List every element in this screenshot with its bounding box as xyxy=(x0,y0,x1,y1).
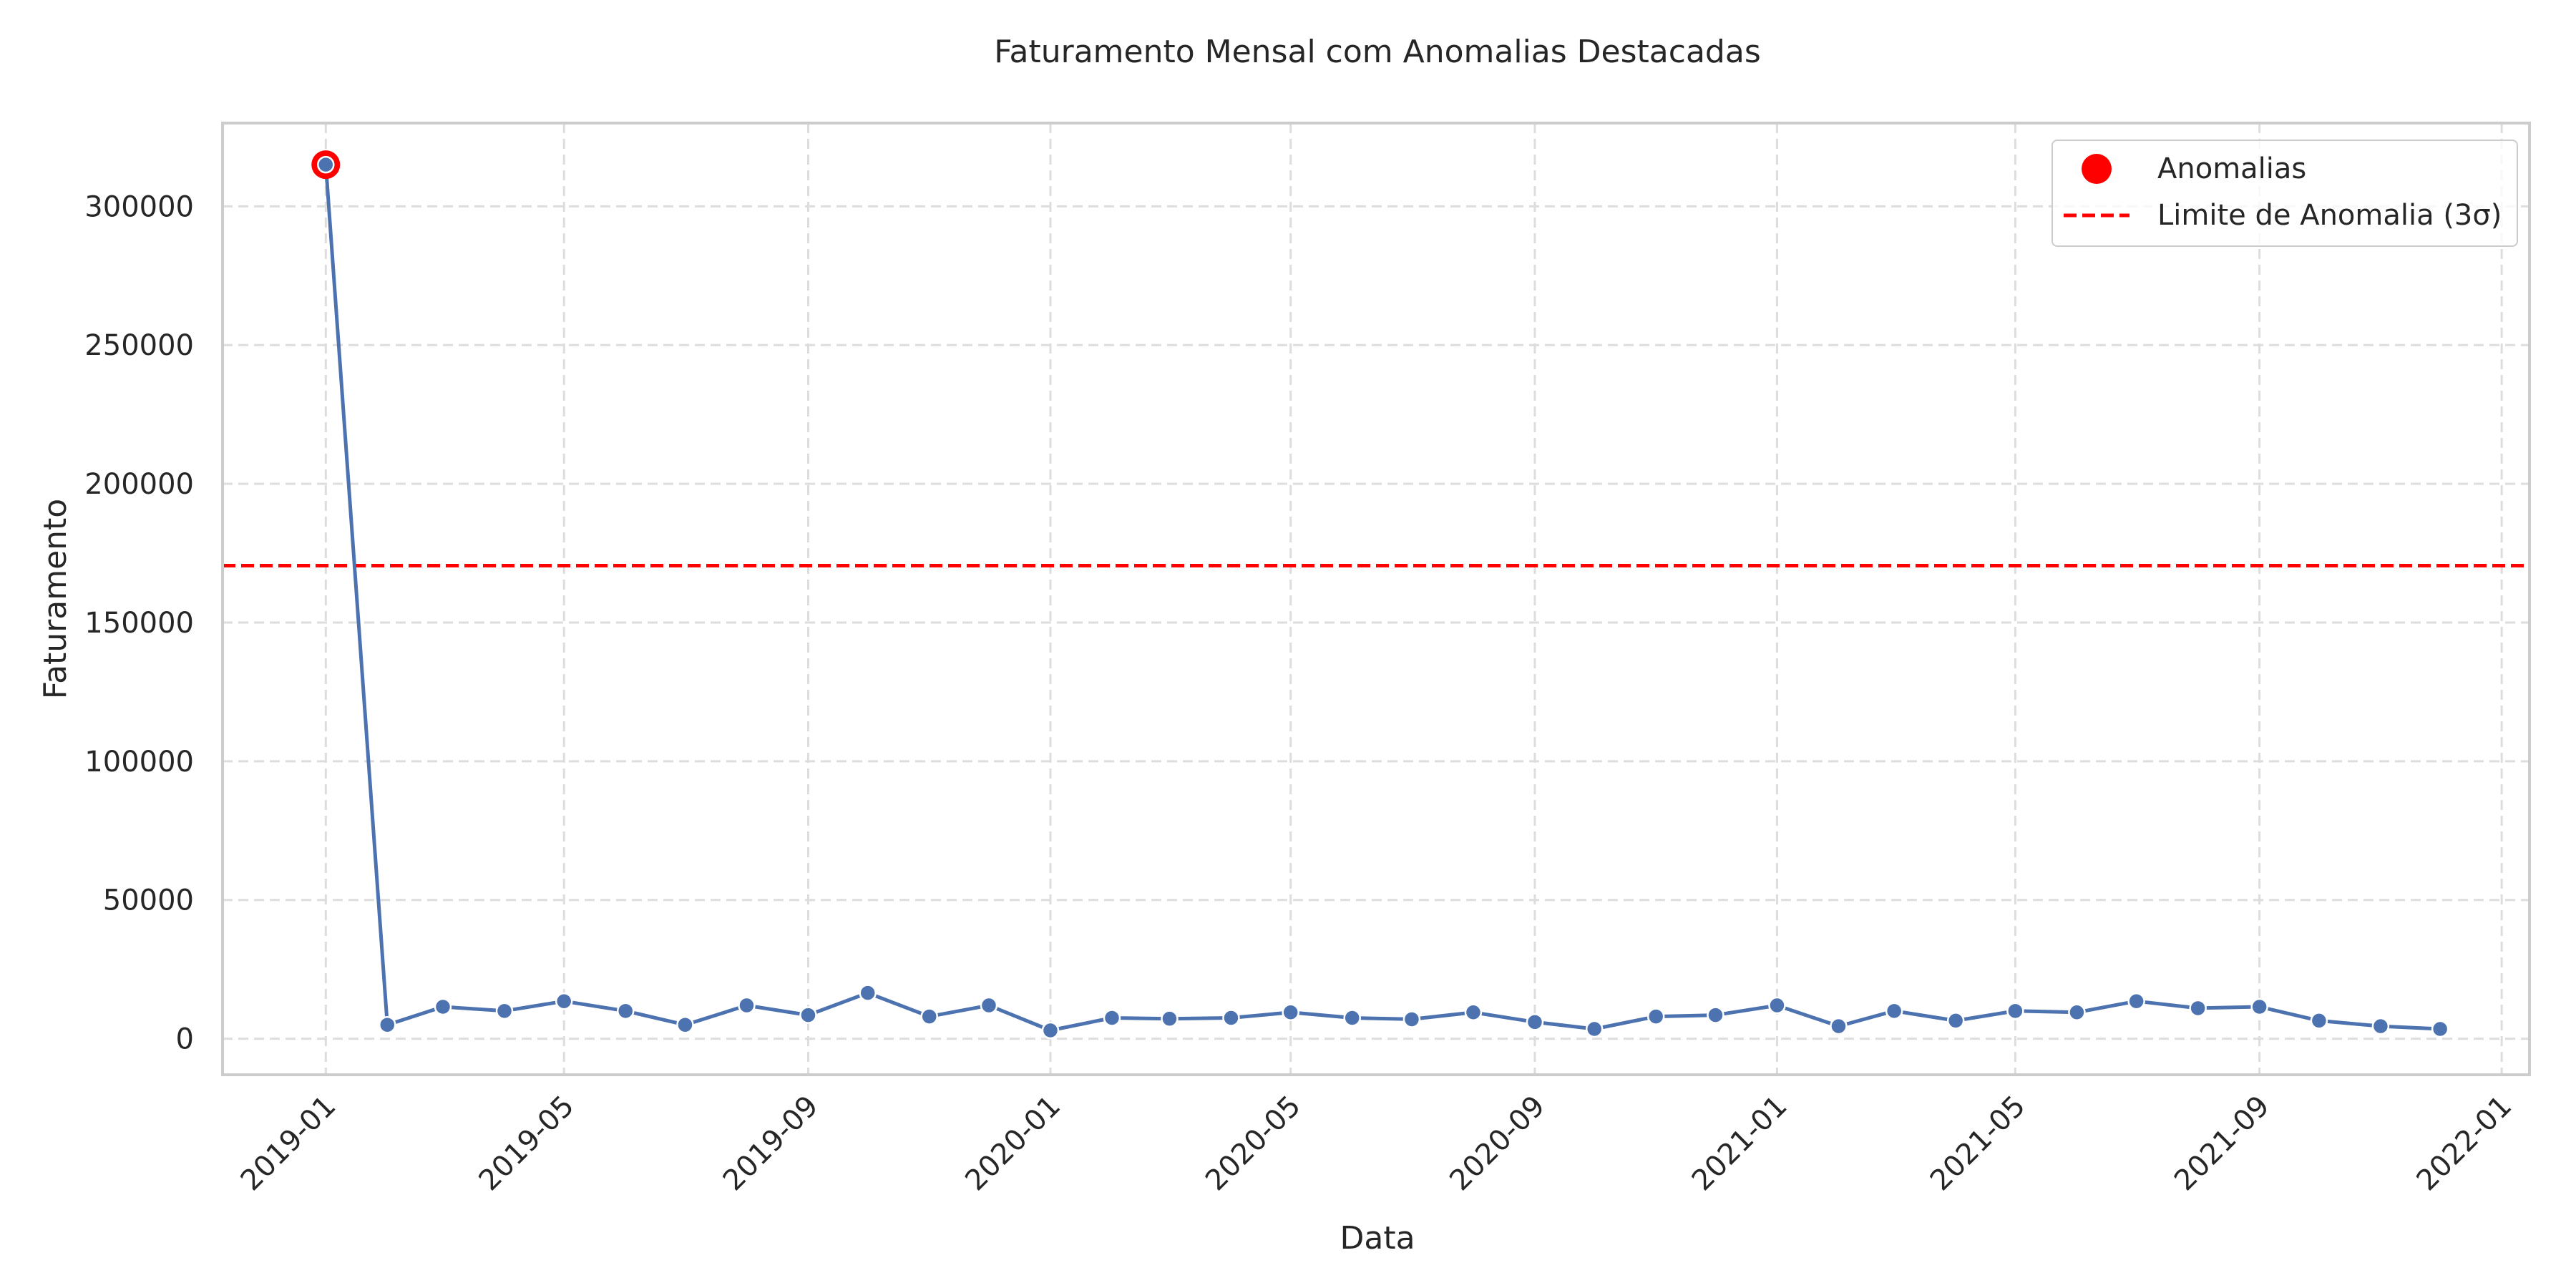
y-tick-label: 50000 xyxy=(103,884,194,917)
y-tick-label: 300000 xyxy=(84,190,194,223)
data-point xyxy=(799,1006,817,1024)
legend-threshold-label: Limite de Anomalia (3σ) xyxy=(2157,199,2502,232)
data-point xyxy=(1768,996,1786,1015)
data-point xyxy=(859,984,877,1002)
data-point xyxy=(616,1002,635,1020)
data-point xyxy=(2068,1003,2086,1022)
legend-anomaly-marker xyxy=(2082,154,2112,184)
y-axis-label: Faturamento xyxy=(37,499,74,699)
data-point xyxy=(2431,1020,2449,1038)
chart-title: Faturamento Mensal com Anomalias Destaca… xyxy=(994,34,1761,70)
data-point xyxy=(1585,1020,1604,1038)
data-point xyxy=(1885,1002,1903,1020)
data-point xyxy=(1830,1017,1848,1035)
data-point xyxy=(555,992,573,1010)
data-point xyxy=(980,996,998,1015)
data-point xyxy=(1946,1012,1965,1030)
data-point xyxy=(1103,1009,1121,1027)
grid xyxy=(223,123,2529,1075)
y-tick-label: 0 xyxy=(176,1023,194,1056)
anomaly-layer xyxy=(311,150,341,180)
y-tick-label: 200000 xyxy=(84,468,194,501)
data-point xyxy=(434,997,452,1016)
y-tick-label: 150000 xyxy=(84,607,194,640)
data-point xyxy=(1707,1006,1724,1024)
data-point xyxy=(1343,1009,1361,1027)
data-point xyxy=(920,1008,938,1025)
data-point xyxy=(2371,1017,2390,1035)
y-axis-ticks: 0 50000 100000 150000 200000 250000 300000 xyxy=(84,190,194,1055)
data-point xyxy=(1464,1003,1483,1022)
data-point xyxy=(495,1002,514,1020)
data-point xyxy=(676,1015,694,1034)
anomaly-data-point xyxy=(317,155,335,174)
data-point xyxy=(1222,1009,1240,1027)
y-tick-label: 250000 xyxy=(84,329,194,362)
data-point xyxy=(2250,997,2268,1016)
data-point xyxy=(738,996,756,1015)
data-point xyxy=(1041,1021,1060,1040)
plot-frame xyxy=(221,122,2531,1076)
legend-box xyxy=(2051,140,2518,247)
data-point xyxy=(2006,1002,2024,1020)
data-point xyxy=(1646,1008,1665,1025)
data-point xyxy=(2310,1012,2328,1030)
x-axis-label: Data xyxy=(1340,1220,1415,1257)
data-point xyxy=(1526,1013,1544,1031)
data-point xyxy=(2189,999,2207,1018)
data-point xyxy=(379,1015,396,1034)
series-line xyxy=(323,165,2441,1033)
data-point xyxy=(2127,992,2145,1010)
legend: Anomalias Limite de Anomalia (3σ) xyxy=(2051,140,2518,247)
data-point xyxy=(1282,1003,1299,1022)
legend-anomaly-label: Anomalias xyxy=(2157,152,2306,185)
y-tick-label: 100000 xyxy=(84,746,194,779)
data-point xyxy=(1402,1010,1421,1028)
data-point xyxy=(1161,1010,1179,1028)
